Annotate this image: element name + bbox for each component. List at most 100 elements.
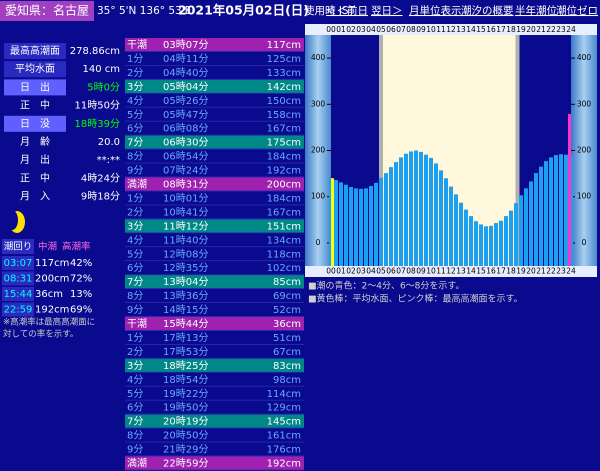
- tide-bar: [559, 154, 563, 266]
- summary-rate: 72%: [70, 274, 92, 285]
- row-label: 3分: [127, 220, 143, 232]
- tide-bar: [449, 186, 453, 266]
- nav-link[interactable]: 翌日＞: [371, 5, 403, 17]
- info-value: 278.86cm: [70, 46, 120, 57]
- tide-bar: [519, 195, 523, 266]
- nav-link[interactable]: ＜＜前日: [326, 4, 368, 17]
- x-tick-label: 00: [326, 267, 336, 276]
- tide-bar: [399, 157, 403, 266]
- table-row: [125, 358, 304, 373]
- info-label-box: [4, 115, 66, 132]
- info-label-box: [4, 152, 66, 169]
- location: 愛知県：名古屋: [5, 3, 89, 18]
- row-label: 3分: [127, 81, 143, 93]
- nav-link[interactable]: 潮汐の概要: [461, 4, 514, 17]
- x-tick-label: 24: [566, 25, 576, 34]
- tide-bar: [529, 181, 533, 266]
- row-label: 9分: [127, 444, 143, 456]
- x-tick-label: 07: [396, 25, 406, 34]
- nav-link[interactable]: 半年潮位: [515, 4, 557, 17]
- info-label: 月 入: [20, 191, 50, 203]
- row-height: 85cm: [273, 277, 301, 288]
- row-height: 102cm: [267, 263, 301, 274]
- summary-time-box: [2, 302, 34, 317]
- info-label-box: [4, 79, 66, 96]
- row-label: 6分: [127, 262, 143, 274]
- row-label: 8分: [127, 290, 143, 302]
- x-tick-label: 15: [476, 25, 486, 34]
- row-height: 51cm: [273, 333, 301, 344]
- row-time: 21時29分: [163, 444, 208, 456]
- summary-header: 潮回り: [4, 241, 33, 253]
- highest-level-bar: [568, 114, 571, 266]
- row-height: 192cm: [267, 459, 301, 470]
- row-label: 3分: [127, 360, 143, 372]
- row-label: 4分: [127, 374, 143, 386]
- table-row: [125, 372, 304, 386]
- row-label: 7分: [127, 416, 143, 428]
- row-label: 6分: [127, 402, 143, 414]
- row-height: 134cm: [267, 235, 301, 246]
- x-tick-label: 15: [476, 267, 486, 276]
- row-height: 118cm: [267, 249, 301, 260]
- summary-height: 36cm: [35, 289, 63, 300]
- table-row: [125, 275, 304, 289]
- row-height: 151cm: [267, 221, 301, 232]
- summary-time-box: [2, 256, 34, 270]
- row-time: 18時25分: [163, 360, 208, 372]
- row-time: 05時04分: [163, 81, 208, 93]
- row-label: 4分: [127, 234, 143, 246]
- table-row: [125, 149, 304, 163]
- tide-bar: [489, 225, 493, 266]
- x-tick-label: 10: [426, 267, 436, 276]
- row-height: 145cm: [267, 417, 301, 428]
- x-tick-label: 16: [486, 25, 496, 34]
- summary-time-box: [2, 287, 34, 301]
- nav-link[interactable]: 潮位ゼロ: [556, 4, 598, 17]
- y-axis-left: [305, 35, 331, 266]
- row-height: 129cm: [267, 403, 301, 414]
- table-row: [125, 65, 304, 80]
- moon-shadow: [6, 210, 18, 230]
- row-height: 67cm: [273, 347, 301, 358]
- chart-note: ■黄色棒：平均水面、ピンク棒：最高高潮面を示す。: [308, 293, 523, 305]
- row-time: 11時12分: [163, 220, 208, 232]
- x-tick-label: 03: [356, 267, 366, 276]
- row-height: 176cm: [267, 445, 301, 456]
- y-tick-label: 400: [311, 53, 326, 62]
- info-label: 平均水面: [15, 63, 55, 75]
- x-tick-label: 03: [356, 25, 366, 34]
- table-row: [125, 79, 304, 94]
- table-row: [125, 219, 304, 233]
- timezone: 使用時 JST: [304, 4, 356, 17]
- info-value: 18時39分: [75, 118, 120, 130]
- table-row: [125, 303, 304, 317]
- table-row: [125, 135, 304, 149]
- row-time: 19時50分: [163, 402, 208, 414]
- summary-note: 対しての率を示す。: [3, 329, 78, 340]
- info-label: 正 中: [20, 171, 50, 184]
- x-tick-label: 20: [526, 25, 536, 34]
- y-tick-label: 100: [577, 192, 592, 201]
- x-tick-label: 23: [556, 267, 566, 276]
- info-value: 140 cm: [82, 64, 120, 75]
- row-label: 5分: [127, 388, 143, 400]
- row-height: 36cm: [273, 319, 301, 330]
- row-height: 184cm: [267, 152, 301, 163]
- x-tick-label: 09: [416, 25, 426, 34]
- tide-bar: [504, 216, 508, 266]
- row-label: 干潮: [127, 317, 147, 330]
- row-time: 17時13分: [163, 332, 208, 344]
- x-tick-label: 02: [346, 25, 356, 34]
- tide-bar: [394, 162, 398, 266]
- x-tick-label: 23: [556, 25, 566, 34]
- row-label: 1分: [127, 332, 143, 344]
- x-tick-label: 06: [386, 267, 396, 276]
- summary-rate: 13%: [70, 289, 92, 300]
- nav-link[interactable]: 月単位表示: [409, 4, 462, 17]
- row-height: 83cm: [273, 361, 301, 372]
- tide-bar: [549, 157, 553, 266]
- row-height: 192cm: [267, 166, 301, 177]
- summary-header-box: [2, 239, 34, 254]
